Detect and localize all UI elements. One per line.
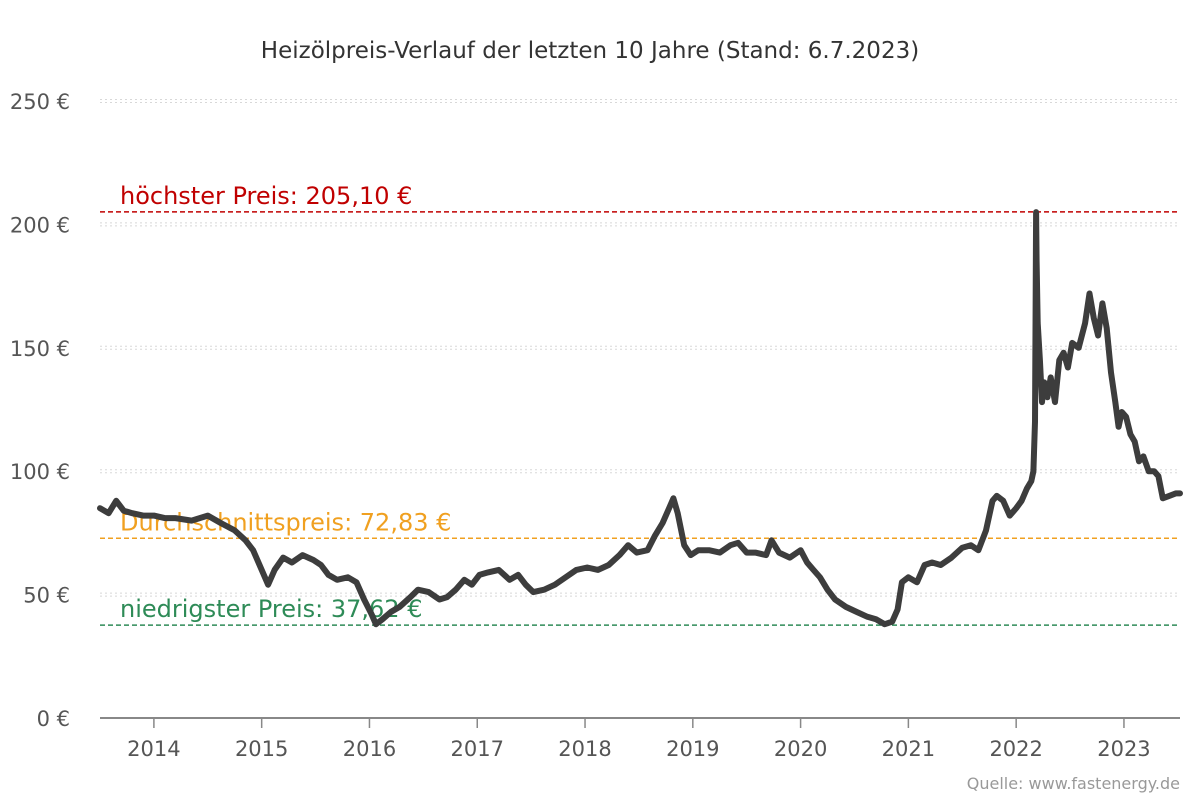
series-line-heizoelpreis	[97, 209, 1183, 628]
x-tick-label: 2023	[1097, 737, 1150, 761]
x-tick-label: 2022	[989, 737, 1042, 761]
reference-lines: höchster Preis: 205,10 € Durchschnittspre…	[100, 182, 1180, 626]
x-tick-label: 2014	[127, 737, 180, 761]
x-tick-label: 2017	[451, 737, 504, 761]
x-tick-label: 2015	[235, 737, 288, 761]
reference-label-min: niedrigster Preis: 37,62 €	[120, 595, 422, 623]
y-axis-labels: 0 € 50 € 100 € 150 € 200 € 250 €	[10, 90, 70, 731]
y-tick-label: 50 €	[23, 584, 70, 608]
y-tick-label: 200 €	[10, 213, 70, 237]
x-tick-label: 2019	[666, 737, 719, 761]
grid-lines	[100, 99, 1180, 597]
series-layer	[97, 209, 1183, 628]
y-tick-label: 0 €	[37, 707, 70, 731]
y-tick-label: 150 €	[10, 337, 70, 361]
x-tick-label: 2018	[558, 737, 611, 761]
chart-title: Heizölpreis-Verlauf der letzten 10 Jahre…	[261, 38, 919, 64]
x-axis: 2014 2015 2016 2017 2018 2019 2020 2021 2022 2023	[100, 717, 1180, 761]
y-tick-label: 100 €	[10, 460, 70, 484]
source-credit: Quelle: www.fastenergy.de	[967, 774, 1180, 793]
y-tick-label: 250 €	[10, 90, 70, 114]
x-tick-label: 2021	[882, 737, 935, 761]
reference-label-max: höchster Preis: 205,10 €	[120, 182, 412, 210]
x-tick-label: 2020	[774, 737, 827, 761]
x-tick-label: 2016	[343, 737, 396, 761]
reference-label-avg: Durchschnittspreis: 72,83 €	[120, 508, 451, 536]
